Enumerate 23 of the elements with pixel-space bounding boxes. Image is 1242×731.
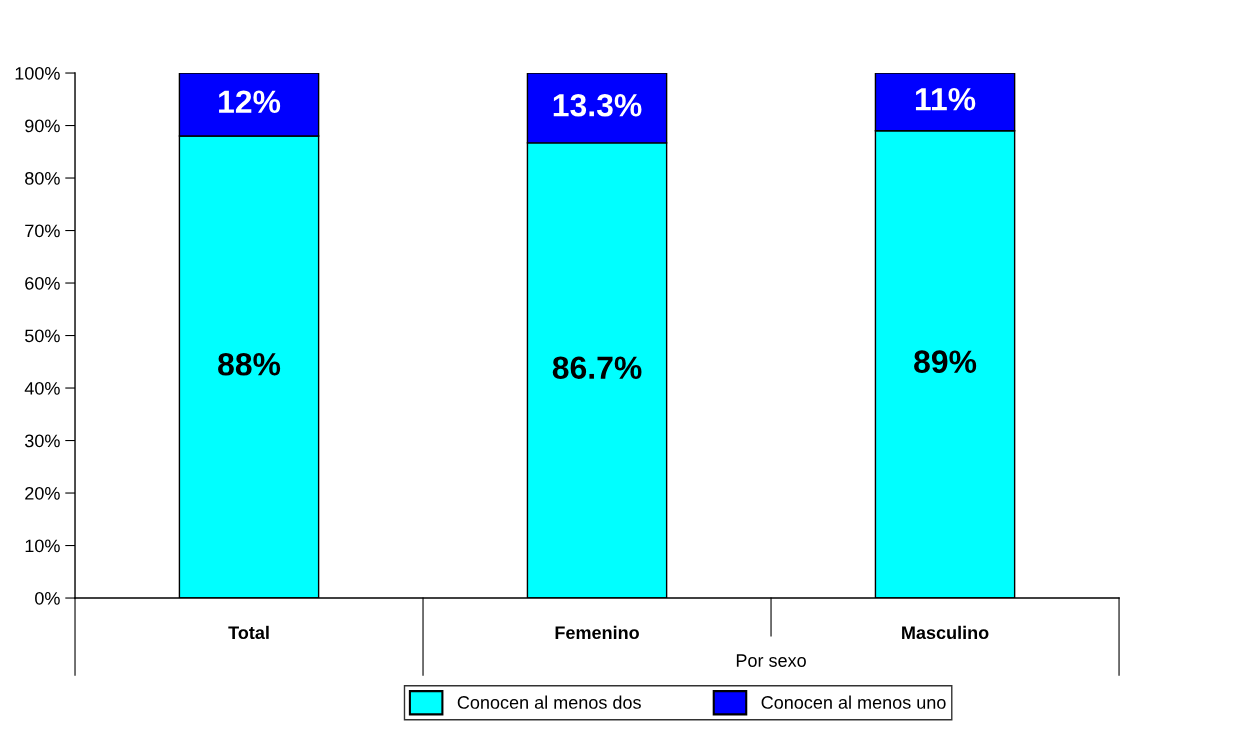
y-tick-label: 90% (25, 119, 60, 133)
y-tick-label: 10% (25, 539, 60, 553)
y-tick-label: 40% (24, 381, 60, 395)
y-tick-label: 30% (24, 434, 60, 448)
data-label: 89% (914, 350, 977, 373)
y-tick-label: 50% (25, 329, 60, 343)
data-label: 13.3% (553, 93, 642, 117)
y-tick-label: 70% (25, 224, 60, 238)
y-tick-label: 80% (25, 171, 60, 185)
data-label: 12% (219, 90, 281, 114)
x-tick-label: Femenino (555, 625, 639, 640)
text: Por sexo (736, 654, 806, 667)
x-tick-label: Total (228, 625, 269, 640)
data-label: 86.7% (552, 356, 642, 380)
legend-label: Conocen al menos dos (457, 695, 641, 709)
data-label: 11% (915, 87, 976, 111)
x-tick-label: Masculino (902, 625, 989, 640)
data-label: 88% (218, 352, 281, 376)
legend-label: Conocen al menos uno (761, 695, 946, 709)
y-tick-label: 0% (35, 591, 60, 605)
y-tick-label: 20% (25, 486, 60, 500)
y-tick-label: 60% (25, 276, 60, 290)
y-tick-label: 100% (15, 66, 60, 80)
